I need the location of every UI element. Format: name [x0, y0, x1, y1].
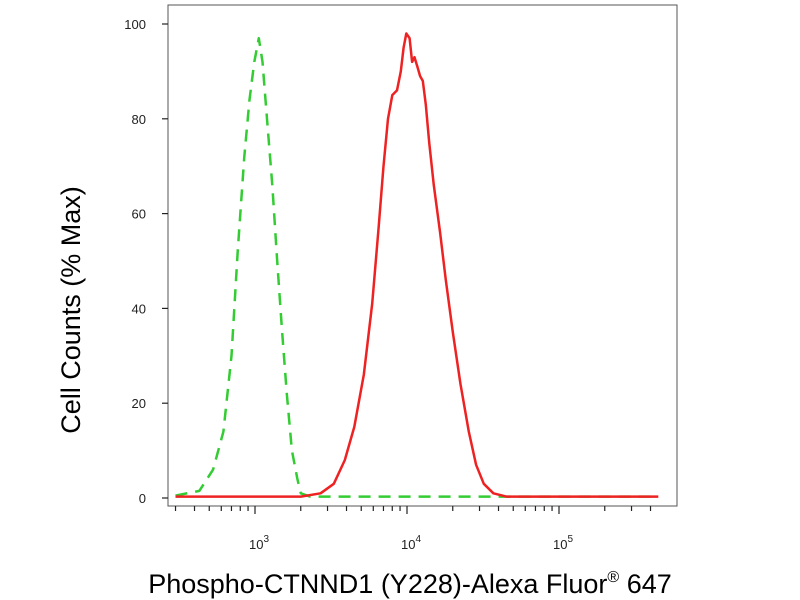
- histogram-series-1: [175, 36, 659, 498]
- x-axis-title-suffix: 647: [619, 569, 672, 599]
- x-axis-title-superscript: ®: [607, 569, 619, 586]
- y-tick-label: 80: [132, 112, 146, 127]
- y-tick-label: 60: [132, 207, 146, 222]
- series-layer: [175, 32, 659, 498]
- y-axis-title: Cell Counts (% Max): [56, 186, 86, 434]
- plot-frame: [167, 4, 678, 507]
- x-axis-title-main: Phospho-CTNND1 (Y228)-Alexa Fluor: [148, 569, 607, 599]
- x-tick-label: 104: [401, 534, 421, 552]
- x-tick-label: 103: [249, 534, 269, 552]
- y-tick-label: 0: [139, 491, 146, 506]
- histogram-series-2: [175, 32, 659, 498]
- y-axis: 0 20 40 60 80 100: [124, 17, 168, 506]
- y-tick-label: 100: [124, 17, 146, 32]
- x-tick-label: 105: [553, 534, 573, 552]
- y-tick-label: 20: [132, 396, 146, 411]
- x-axis: 103 104 105: [174, 506, 652, 552]
- x-axis-title: Phospho-CTNND1 (Y228)-Alexa Fluor® 647: [148, 569, 672, 599]
- y-tick-label: 40: [132, 301, 146, 316]
